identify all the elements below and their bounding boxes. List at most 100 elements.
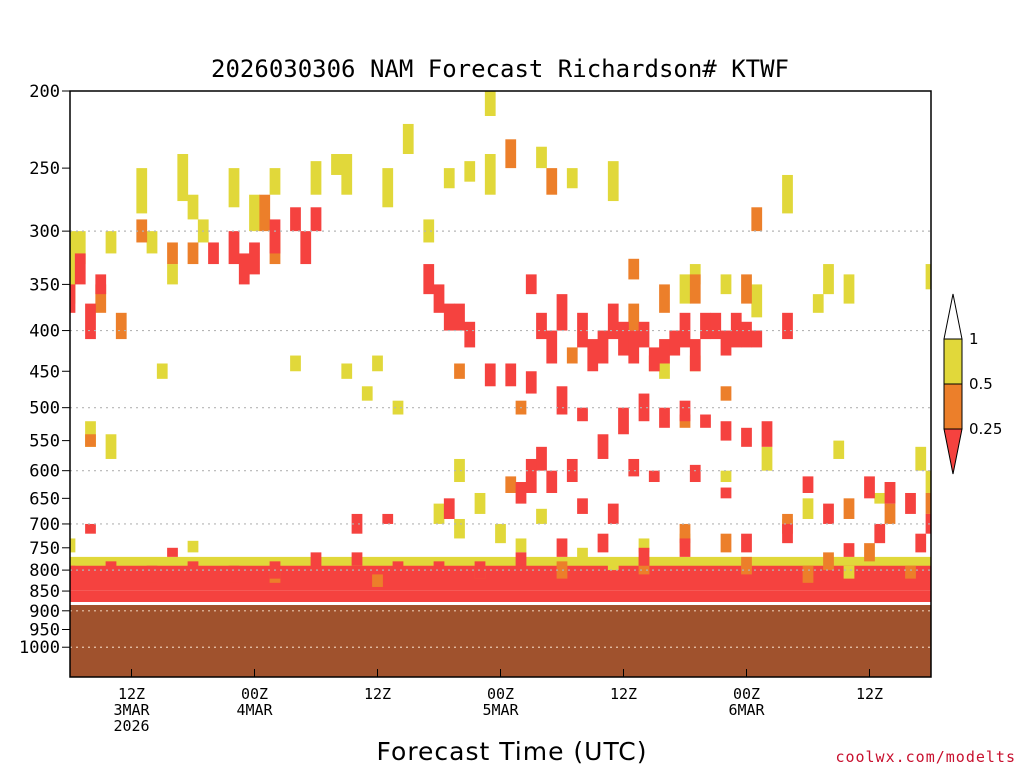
surface-band-2 — [70, 590, 931, 604]
ground-edge — [70, 601, 931, 605]
y-tick-label-200: 200 — [29, 82, 60, 102]
ri-cell-ri_lt_0.25-92 — [382, 513, 394, 524]
ri-cell-ri_lt_0.25-5 — [228, 231, 240, 265]
ri-cell-ri_lt_0.25-41 — [556, 386, 568, 415]
ri-cell-ri_0.5_1-57 — [290, 355, 301, 372]
ri-cell-ri_lt_0.25-79 — [433, 561, 445, 579]
credit-link[interactable]: coolwx.com/modelts — [835, 748, 1016, 766]
ri-cell-ri_lt_0.25-69 — [874, 523, 886, 544]
ri-cell-ri_0.5_1-39 — [454, 518, 465, 539]
y-tick-label-250: 250 — [29, 159, 60, 179]
ri-cell-ri_0.25_0.5-7 — [689, 274, 701, 304]
y-tick-label-400: 400 — [29, 322, 60, 342]
ri-cell-ri_0.5_1-0 — [70, 231, 76, 304]
ri-cell-ri_lt_0.25-31 — [700, 312, 711, 340]
ri-cell-ri_0.5_1-40 — [474, 492, 486, 514]
y-tick-label-300: 300 — [29, 222, 60, 242]
ri-cell-ri_0.5_1-42 — [515, 538, 527, 553]
ri-cell-ri_lt_0.25-80 — [392, 561, 404, 575]
ri-cell-ri_0.5_1-21 — [484, 154, 496, 195]
ri-cell-ri_0.5_1-13 — [331, 154, 342, 175]
ri-cell-ri_lt_0.25-52 — [525, 458, 537, 493]
ri-cell-ri_lt_0.25-96 — [464, 321, 476, 348]
ri-cell-ri_0.25_0.5-5 — [628, 258, 640, 280]
x-tick-label-18-0: 00Z — [241, 685, 268, 703]
ri-cell-ri_lt_0.25-66 — [905, 492, 916, 514]
ri-cell-ri_lt_0.25-48 — [700, 414, 711, 428]
legend-top-arrow — [943, 293, 963, 340]
ri-cell-ri_0.5_1-14 — [341, 154, 353, 195]
y-tick-label-900: 900 — [29, 602, 60, 622]
ri-cell-ri_lt_0.25-32 — [710, 312, 722, 340]
x-tick-label-6-0: 12Z — [118, 685, 145, 703]
ri-cell-ri_lt_0.25-42 — [577, 407, 588, 422]
ri-cell-ri_lt_0.25-68 — [915, 533, 927, 553]
ri-cell-ri_0.5_1-27 — [720, 274, 732, 295]
ri-cell-ri_lt_0.25-73 — [679, 538, 691, 557]
ri-cell-ri_0.5_1-2 — [105, 231, 117, 254]
ri-cell-ri_lt_0.25-76 — [556, 538, 568, 557]
ri-cell-ri_0.5_1-12 — [310, 161, 322, 195]
ri-cell-ri_lt_0.25-33 — [720, 330, 732, 356]
y-tick-label-850: 850 — [29, 582, 60, 602]
x-tick-label-42-0: 00Z — [487, 685, 514, 703]
ri-cell-ri_lt_0.25-53 — [515, 482, 527, 504]
ri-cell-ri_lt_0.25-0 — [70, 284, 76, 313]
x-tick-label-66-1: 6MAR — [728, 701, 765, 719]
ri-cell-ri_0.5_1-44 — [577, 547, 588, 562]
ri-cell-ri_lt_0.25-11 — [310, 207, 322, 232]
ri-cell-ri_0.25_0.5-30 — [372, 574, 383, 587]
ri-cell-ri_0.5_1-23 — [566, 168, 578, 189]
ri-cell-ri_lt_0.25-85 — [187, 561, 199, 579]
ri-cell-ri_lt_0.25-2 — [85, 303, 96, 340]
ri-cell-ri_lt_0.25-74 — [638, 547, 650, 566]
ri-cell-ri_lt_0.25-45 — [638, 393, 650, 422]
ri-cell-ri_lt_0.25-47 — [679, 400, 691, 422]
ri-cell-ri_0.5_1-3 — [136, 168, 148, 214]
ri-cell-ri_0.5_1-10 — [249, 194, 260, 232]
ri-cell-ri_lt_0.25-38 — [484, 363, 496, 387]
ri-cell-ri_lt_0.25-26 — [648, 347, 660, 372]
ri-cell-ri_lt_0.25-65 — [884, 482, 896, 504]
ri-cell-ri_0.5_1-63 — [874, 492, 886, 504]
ri-cell-ri_0.25_0.5-4 — [546, 168, 558, 195]
ri-cell-ri_lt_0.25-10 — [300, 231, 312, 265]
ri-cell-ri_lt_0.25-27 — [659, 339, 670, 364]
ri-cell-ri_0.5_1-9 — [228, 168, 240, 208]
ri-cell-ri_lt_0.25-51 — [536, 446, 547, 471]
y-tick-label-350: 350 — [29, 275, 60, 295]
ri-cell-ri_lt_0.25-4 — [208, 242, 219, 265]
ri-cell-ri_lt_0.25-18 — [556, 294, 568, 331]
ri-cell-ri_lt_0.25-59 — [648, 470, 660, 483]
ri-cell-ri_lt_0.25-46 — [659, 407, 670, 428]
ri-cell-ri_0.25_0.5-25 — [679, 523, 691, 544]
ri-cell-ri_0.25_0.5-9 — [751, 207, 763, 232]
y-tick-label-550: 550 — [29, 432, 60, 452]
ri-cell-ri_0.5_1-48 — [720, 470, 732, 483]
ri-cell-ri_0.25_0.5-36 — [905, 565, 916, 579]
ri-cell-ri_0.25_0.5-26 — [720, 533, 732, 553]
ri-cell-ri_lt_0.25-82 — [310, 552, 322, 571]
ri-cell-ri_0.5_1-64 — [915, 446, 927, 471]
ri-cell-ri_lt_0.25-95 — [454, 303, 465, 331]
ri-cell-ri_0.5_1-58 — [341, 363, 353, 379]
y-tick-label-600: 600 — [29, 462, 60, 482]
y-axis: 200 250 300 350 400 450 500 550 600 650 700 7508008… — [19, 82, 70, 658]
ri-cell-ri_lt_0.25-36 — [751, 330, 763, 348]
ri-cell-ri_0.25_0.5-8 — [741, 274, 752, 304]
ri-cell-ri_lt_0.25-77 — [515, 552, 527, 571]
ri-cell-ri_lt_0.25-49 — [720, 421, 732, 441]
y-tick-label-650: 650 — [29, 489, 60, 509]
ri-cell-ri_0.5_1-20 — [484, 91, 496, 116]
ri-cell-ri_lt_0.25-56 — [577, 498, 588, 514]
below-ground — [70, 604, 931, 677]
ri-cell-ri_0.5_1-34 — [925, 264, 931, 290]
y-tick-label-1000: 1000 — [19, 638, 60, 658]
ri-cell-ri_lt_0.25-93 — [443, 498, 455, 519]
ri-cell-ri_0.5_1-31 — [823, 264, 834, 295]
ri-cell-ri_0.25_0.5-11 — [115, 312, 127, 340]
ri-cell-ri_0.25_0.5-23 — [884, 503, 896, 524]
ri-cell-ri_0.25_0.5-22 — [843, 498, 855, 519]
